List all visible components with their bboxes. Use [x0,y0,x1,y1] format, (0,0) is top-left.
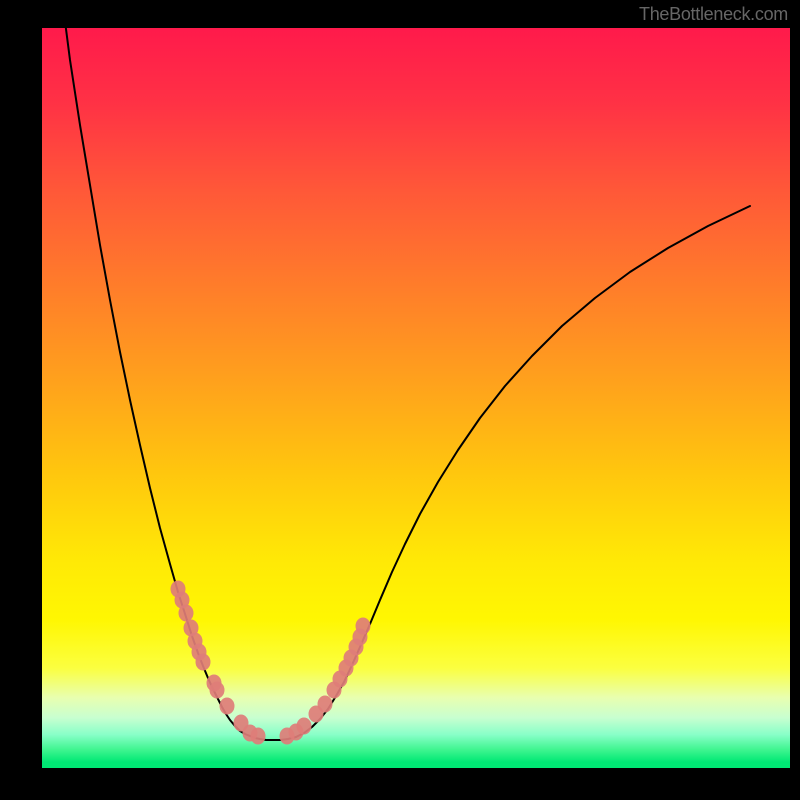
plot-frame [0,0,800,800]
data-markers-right [280,618,371,745]
data-marker [196,654,211,671]
chart-svg [42,28,790,768]
data-marker [356,618,371,635]
data-marker [318,696,333,713]
potential-curve-left [62,28,272,740]
watermark-text: TheBottleneck.com [639,4,788,25]
data-marker [251,728,266,745]
plot-area [42,28,790,768]
data-markers-left [171,581,266,745]
data-marker [210,682,225,699]
data-marker [220,698,235,715]
data-marker [179,605,194,622]
data-marker [297,718,312,735]
